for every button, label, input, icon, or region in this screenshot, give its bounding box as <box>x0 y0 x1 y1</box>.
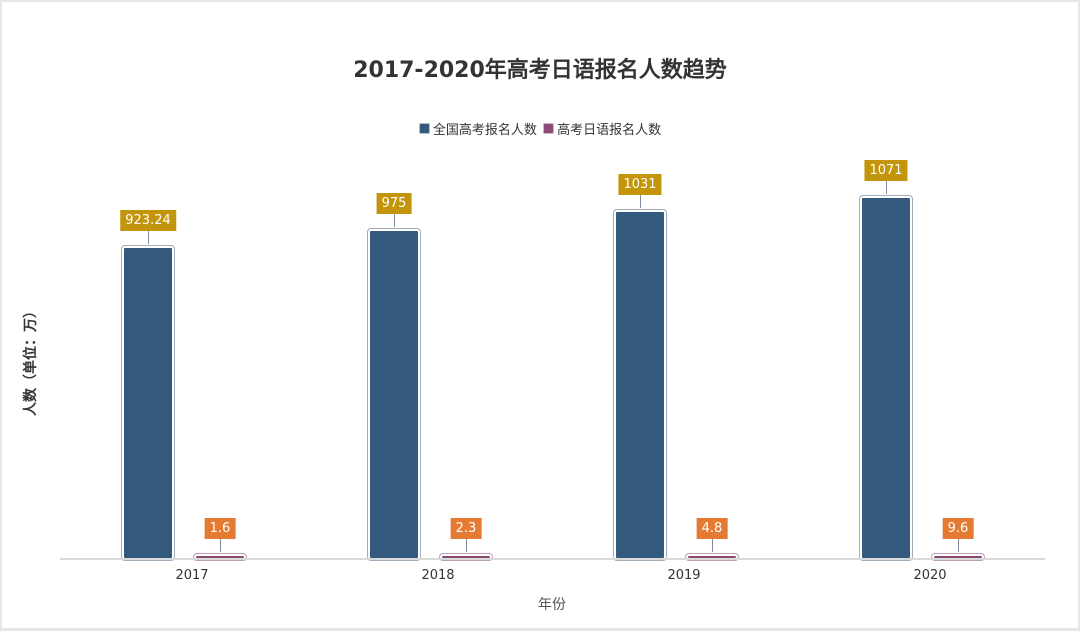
data-label: 975 <box>376 192 412 214</box>
data-label: 9.6 <box>942 518 974 539</box>
label-leader-line <box>886 181 887 195</box>
data-label: 4.8 <box>696 518 728 539</box>
data-label: 1031 <box>618 173 662 195</box>
legend-swatch-icon <box>418 123 430 134</box>
x-tick-label: 2017 <box>175 568 209 583</box>
bar-national-2017[interactable] <box>122 246 174 560</box>
label-leader-line <box>958 539 959 552</box>
legend-item-japanese[interactable]: 高考日语报名人数 <box>543 119 661 138</box>
legend-label: 全国高考报名人数 <box>432 123 537 138</box>
label-leader-line <box>148 231 149 244</box>
data-label: 2.3 <box>450 518 482 539</box>
legend-item-national[interactable]: 全国高考报名人数 <box>418 119 537 138</box>
x-tick-label: 2019 <box>667 568 701 583</box>
label-leader-line <box>220 539 221 552</box>
label-leader-line <box>712 539 713 552</box>
label-leader-line <box>394 213 395 227</box>
x-axis-label: 年份 <box>538 597 566 613</box>
x-tick-label: 2020 <box>913 568 947 583</box>
data-label: 1071 <box>864 160 908 182</box>
x-axis-line <box>60 558 1045 560</box>
chart-title: 2017-2020年高考日语报名人数趋势 <box>353 58 727 83</box>
y-axis-label: 人数（单位：万） <box>23 304 39 416</box>
legend-label: 高考日语报名人数 <box>557 123 662 138</box>
data-label: 923.24 <box>120 210 176 231</box>
bar-national-2018[interactable] <box>368 228 420 560</box>
bar-national-2019[interactable] <box>614 209 666 560</box>
legend-swatch-icon <box>543 123 555 134</box>
chart-legend: 全国高考报名人数 高考日语报名人数 <box>0 119 1080 138</box>
label-leader-line <box>640 194 641 208</box>
data-label: 1.6 <box>204 518 236 539</box>
bar-national-2020[interactable] <box>860 196 912 560</box>
x-tick-label: 2018 <box>421 568 455 583</box>
label-leader-line <box>466 539 467 552</box>
